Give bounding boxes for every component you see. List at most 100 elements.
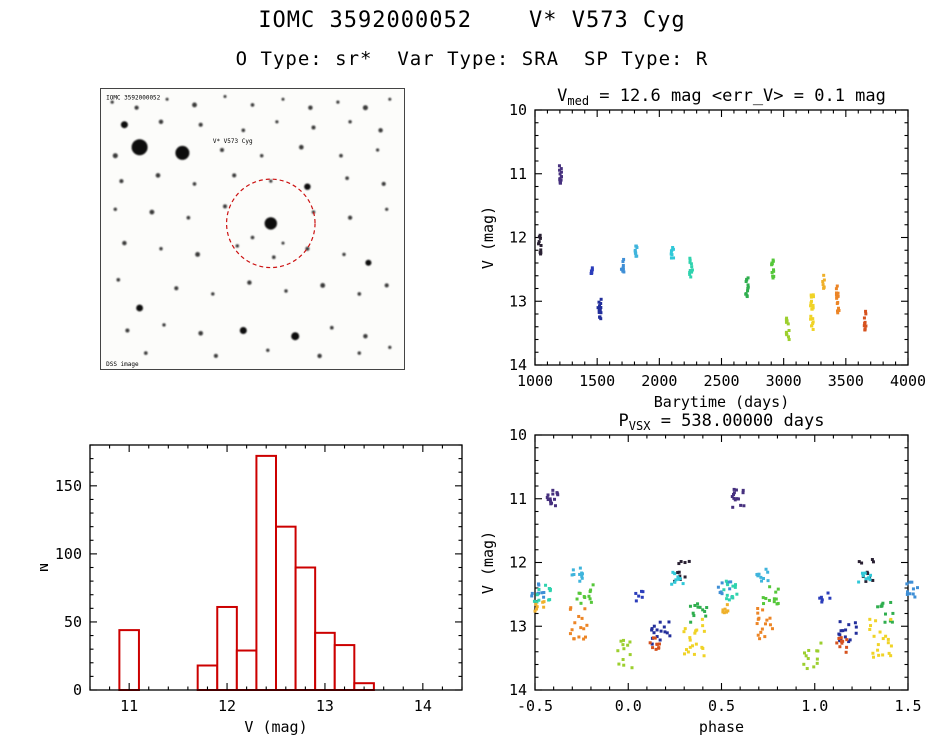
y-tick-label: 14	[509, 681, 527, 699]
phase-panel: -0.5 0.0 0.5 1.0 1.5 10 11 12 13 14 PVSX = 538.000…	[479, 411, 922, 736]
star	[381, 181, 386, 186]
x-tick-label: 3000	[766, 372, 802, 390]
star	[162, 323, 166, 327]
observation-cluster	[688, 256, 694, 279]
x-tick-label: 2000	[641, 372, 677, 390]
star	[235, 244, 239, 248]
target-circle	[225, 178, 316, 269]
star	[275, 120, 279, 124]
star	[175, 145, 190, 160]
axes-ticks	[534, 434, 909, 691]
observation-cluster	[634, 589, 832, 604]
chart-title: PVSX = 538.00000 days	[619, 411, 825, 433]
finder-background	[100, 88, 405, 370]
star	[388, 345, 392, 349]
observation-cluster	[570, 566, 770, 583]
x-tick-label: 13	[316, 697, 334, 715]
data-points	[537, 164, 868, 342]
observation-cluster	[669, 246, 676, 260]
x-tick-label: 11	[120, 697, 138, 715]
finder-chart-image: IOMC 3592000052 V* V573 Cyg DSS image	[100, 88, 405, 370]
star	[266, 348, 270, 352]
star	[122, 240, 127, 246]
star	[116, 278, 121, 282]
x-tick-label: 3500	[828, 372, 864, 390]
star	[241, 128, 246, 133]
observation-cluster	[650, 620, 858, 646]
observation-cluster	[834, 284, 841, 315]
chart-title: Vmed = 12.6 mag <err_V> = 0.1 mag	[557, 86, 886, 108]
star	[159, 247, 163, 251]
y-tick-label: 10	[509, 426, 527, 444]
observation-cluster	[532, 579, 739, 604]
observation-cluster	[673, 558, 875, 583]
star	[119, 179, 124, 184]
star	[330, 325, 334, 330]
observation-cluster	[744, 276, 750, 299]
star	[134, 105, 139, 110]
star	[339, 153, 343, 158]
star	[388, 97, 392, 101]
histogram-bar	[196, 664, 219, 691]
star-field	[110, 95, 392, 359]
y-axis-label: V (mag)	[479, 531, 497, 594]
star	[376, 148, 380, 152]
star	[342, 252, 346, 257]
x-tick-label: 14	[414, 697, 432, 715]
x-tick-label: 1.5	[894, 697, 921, 715]
finder-annotation: DSS image	[106, 361, 139, 368]
star	[195, 252, 200, 257]
star	[223, 204, 227, 209]
star	[291, 332, 300, 341]
y-tick-label: 100	[55, 545, 82, 563]
star	[144, 351, 148, 355]
star	[192, 102, 197, 108]
observation-cluster	[575, 583, 780, 606]
star	[113, 207, 117, 211]
star	[211, 292, 215, 296]
star	[281, 241, 285, 245]
star	[264, 217, 277, 230]
star	[311, 125, 316, 130]
star	[357, 351, 361, 355]
y-tick-label: 12	[509, 229, 527, 247]
star	[198, 122, 203, 127]
x-axis-label: Barytime (days)	[654, 393, 789, 411]
x-tick-label: 1000	[517, 372, 553, 390]
observation-cluster	[682, 617, 893, 659]
histogram-bar	[235, 649, 258, 691]
star	[281, 97, 285, 101]
star	[269, 179, 273, 183]
star	[345, 176, 349, 180]
x-tick-label: -0.5	[517, 697, 553, 715]
star	[125, 328, 130, 333]
star	[112, 153, 118, 159]
observation-cluster	[670, 570, 873, 586]
star	[362, 105, 368, 111]
x-tick-label: 1500	[579, 372, 615, 390]
finder-annotation: IOMC 3592000052	[106, 94, 161, 101]
star	[213, 353, 218, 358]
observation-cluster	[589, 266, 594, 275]
x-tick-label: 1.0	[801, 697, 828, 715]
star	[232, 173, 237, 178]
star	[158, 119, 164, 124]
histogram-bar	[216, 605, 238, 692]
histogram-bars	[118, 454, 375, 692]
star	[120, 121, 128, 129]
plot-frame	[534, 109, 909, 366]
star	[284, 289, 288, 293]
star	[308, 105, 313, 110]
star	[198, 331, 203, 336]
star	[365, 259, 372, 266]
histogram-bar	[118, 629, 140, 692]
axes-ticks	[534, 109, 909, 366]
page-subtitle: O Type: sr* Var Type: SRA SP Type: R	[235, 48, 709, 70]
observation-cluster	[784, 316, 791, 342]
star	[149, 209, 155, 215]
observation-cluster	[633, 244, 639, 258]
observation-cluster	[770, 258, 776, 280]
y-axis-label: N	[40, 563, 52, 572]
observation-cluster	[821, 273, 826, 290]
star	[320, 283, 326, 288]
